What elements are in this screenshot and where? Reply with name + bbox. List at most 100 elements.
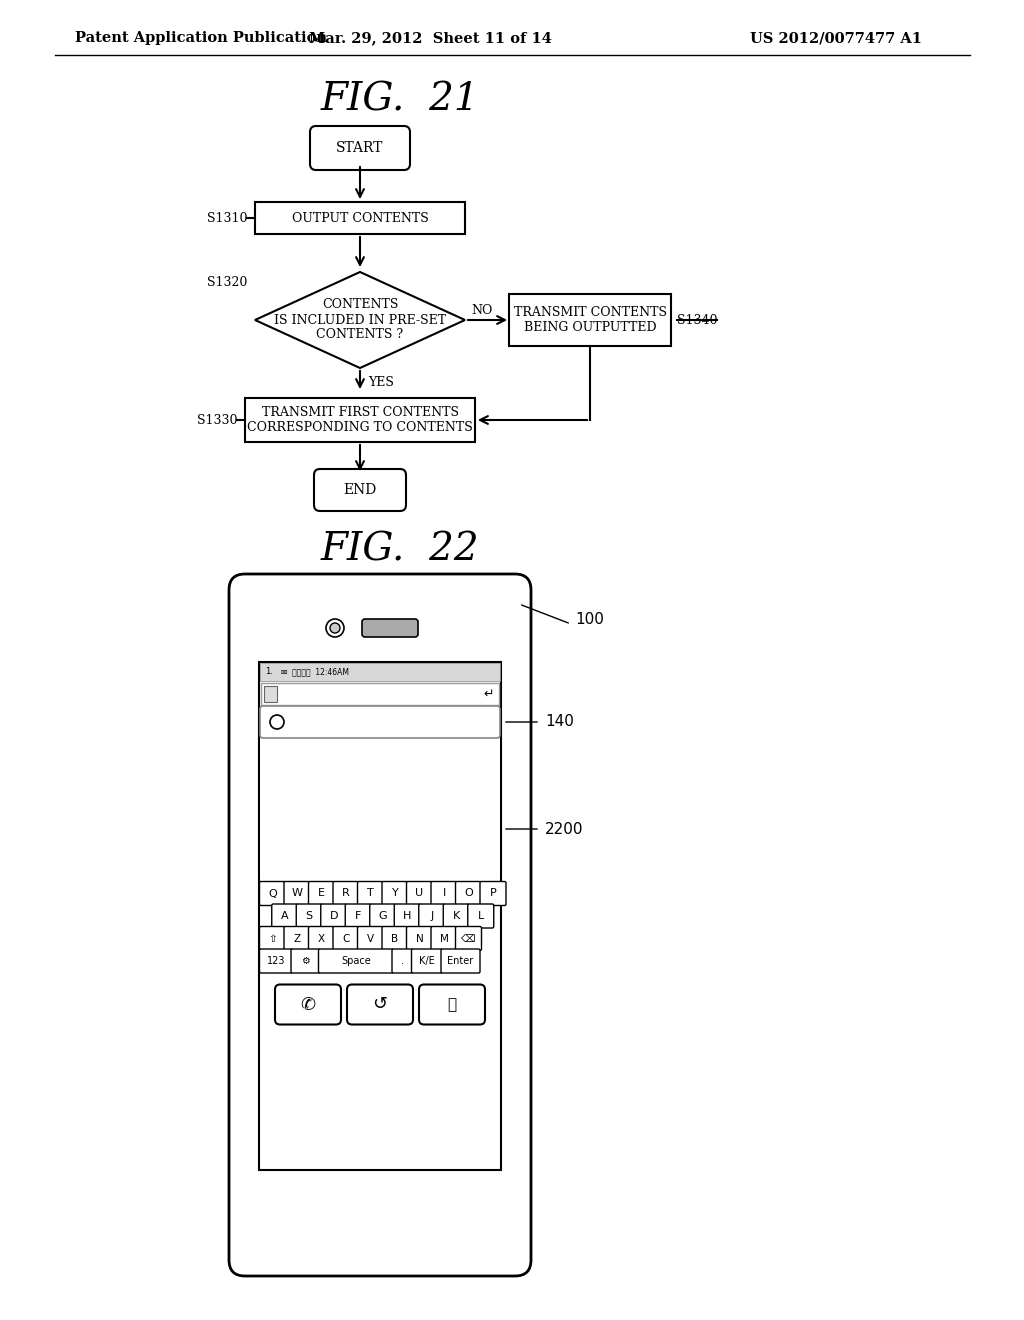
Text: ⏻: ⏻ xyxy=(447,997,457,1012)
Text: Y: Y xyxy=(391,888,398,899)
Bar xyxy=(260,739,500,879)
Text: S1330: S1330 xyxy=(197,413,237,426)
Text: Z: Z xyxy=(294,933,301,944)
Text: ⚙: ⚙ xyxy=(301,956,310,966)
FancyBboxPatch shape xyxy=(229,574,531,1276)
FancyBboxPatch shape xyxy=(333,882,359,906)
FancyBboxPatch shape xyxy=(419,985,485,1024)
Text: ⇧: ⇧ xyxy=(268,933,276,944)
FancyBboxPatch shape xyxy=(419,904,444,928)
FancyBboxPatch shape xyxy=(382,882,408,906)
FancyBboxPatch shape xyxy=(296,904,323,928)
Text: ✉  ⬛⬛⬛⬛  12:46AM: ✉ ⬛⬛⬛⬛ 12:46AM xyxy=(281,668,349,676)
Text: 140: 140 xyxy=(545,714,573,730)
FancyBboxPatch shape xyxy=(347,985,413,1024)
FancyBboxPatch shape xyxy=(321,904,347,928)
Text: O: O xyxy=(464,888,473,899)
Text: J: J xyxy=(430,911,433,921)
Bar xyxy=(264,686,278,702)
FancyBboxPatch shape xyxy=(370,904,395,928)
Text: P: P xyxy=(489,888,497,899)
FancyBboxPatch shape xyxy=(468,904,494,928)
Text: TRANSMIT FIRST CONTENTS
CORRESPONDING TO CONTENTS: TRANSMIT FIRST CONTENTS CORRESPONDING TO… xyxy=(247,407,473,434)
Text: ✆: ✆ xyxy=(300,995,315,1014)
FancyBboxPatch shape xyxy=(308,927,335,950)
Text: N: N xyxy=(416,933,423,944)
Text: F: F xyxy=(355,911,361,921)
FancyBboxPatch shape xyxy=(284,927,310,950)
Text: C: C xyxy=(342,933,349,944)
Text: R: R xyxy=(342,888,350,899)
Text: 2200: 2200 xyxy=(545,821,584,837)
Text: S1310: S1310 xyxy=(207,211,247,224)
FancyBboxPatch shape xyxy=(260,706,500,738)
Text: E: E xyxy=(318,888,325,899)
FancyBboxPatch shape xyxy=(275,985,341,1024)
Text: W: W xyxy=(292,888,302,899)
Text: 1.: 1. xyxy=(265,668,272,676)
Text: M: M xyxy=(439,933,449,944)
Text: Q: Q xyxy=(268,888,276,899)
FancyBboxPatch shape xyxy=(314,469,406,511)
Bar xyxy=(261,682,499,705)
Text: Mar. 29, 2012  Sheet 11 of 14: Mar. 29, 2012 Sheet 11 of 14 xyxy=(308,30,552,45)
Text: Patent Application Publication: Patent Application Publication xyxy=(75,30,327,45)
Text: FIG.  22: FIG. 22 xyxy=(321,532,479,569)
Bar xyxy=(260,663,500,681)
Text: Space: Space xyxy=(341,956,371,966)
FancyBboxPatch shape xyxy=(431,882,457,906)
Text: V: V xyxy=(367,933,374,944)
FancyBboxPatch shape xyxy=(291,949,319,973)
FancyBboxPatch shape xyxy=(357,927,384,950)
Circle shape xyxy=(270,715,284,729)
FancyBboxPatch shape xyxy=(382,927,408,950)
Text: ⌫: ⌫ xyxy=(461,933,476,944)
FancyBboxPatch shape xyxy=(345,904,372,928)
Text: S: S xyxy=(306,911,312,921)
FancyBboxPatch shape xyxy=(407,927,432,950)
Text: G: G xyxy=(379,911,387,921)
Text: NO: NO xyxy=(471,304,493,317)
Text: K/E: K/E xyxy=(419,956,435,966)
Text: B: B xyxy=(391,933,398,944)
FancyBboxPatch shape xyxy=(284,882,310,906)
Text: 100: 100 xyxy=(575,612,604,627)
FancyBboxPatch shape xyxy=(441,949,480,973)
FancyBboxPatch shape xyxy=(310,125,410,170)
FancyBboxPatch shape xyxy=(259,882,286,906)
FancyBboxPatch shape xyxy=(431,927,457,950)
Text: 123: 123 xyxy=(266,956,286,966)
FancyBboxPatch shape xyxy=(407,882,432,906)
Circle shape xyxy=(330,623,340,634)
FancyBboxPatch shape xyxy=(394,904,420,928)
Text: H: H xyxy=(403,911,412,921)
FancyBboxPatch shape xyxy=(443,904,469,928)
Text: OUTPUT CONTENTS: OUTPUT CONTENTS xyxy=(292,211,428,224)
Text: S1340: S1340 xyxy=(677,314,718,326)
Text: FIG.  21: FIG. 21 xyxy=(321,82,479,119)
Text: ↵: ↵ xyxy=(483,688,495,701)
Text: ↺: ↺ xyxy=(373,995,387,1014)
Text: CONTENTS
IS INCLUDED IN PRE-SET
CONTENTS ?: CONTENTS IS INCLUDED IN PRE-SET CONTENTS… xyxy=(274,298,446,342)
Bar xyxy=(245,399,475,442)
Polygon shape xyxy=(255,272,465,368)
Text: T: T xyxy=(368,888,374,899)
FancyBboxPatch shape xyxy=(357,882,384,906)
FancyBboxPatch shape xyxy=(259,927,286,950)
Text: S1320: S1320 xyxy=(207,276,247,289)
Text: I: I xyxy=(442,888,445,899)
Bar xyxy=(259,663,501,1170)
FancyBboxPatch shape xyxy=(333,927,359,950)
FancyBboxPatch shape xyxy=(308,882,335,906)
Bar xyxy=(509,294,671,346)
FancyBboxPatch shape xyxy=(412,949,442,973)
Text: X: X xyxy=(317,933,325,944)
FancyBboxPatch shape xyxy=(456,882,481,906)
Text: START: START xyxy=(336,141,384,154)
FancyBboxPatch shape xyxy=(392,949,413,973)
FancyBboxPatch shape xyxy=(456,927,481,950)
FancyBboxPatch shape xyxy=(362,619,418,638)
Text: U: U xyxy=(416,888,424,899)
Circle shape xyxy=(326,619,344,638)
FancyBboxPatch shape xyxy=(259,949,293,973)
